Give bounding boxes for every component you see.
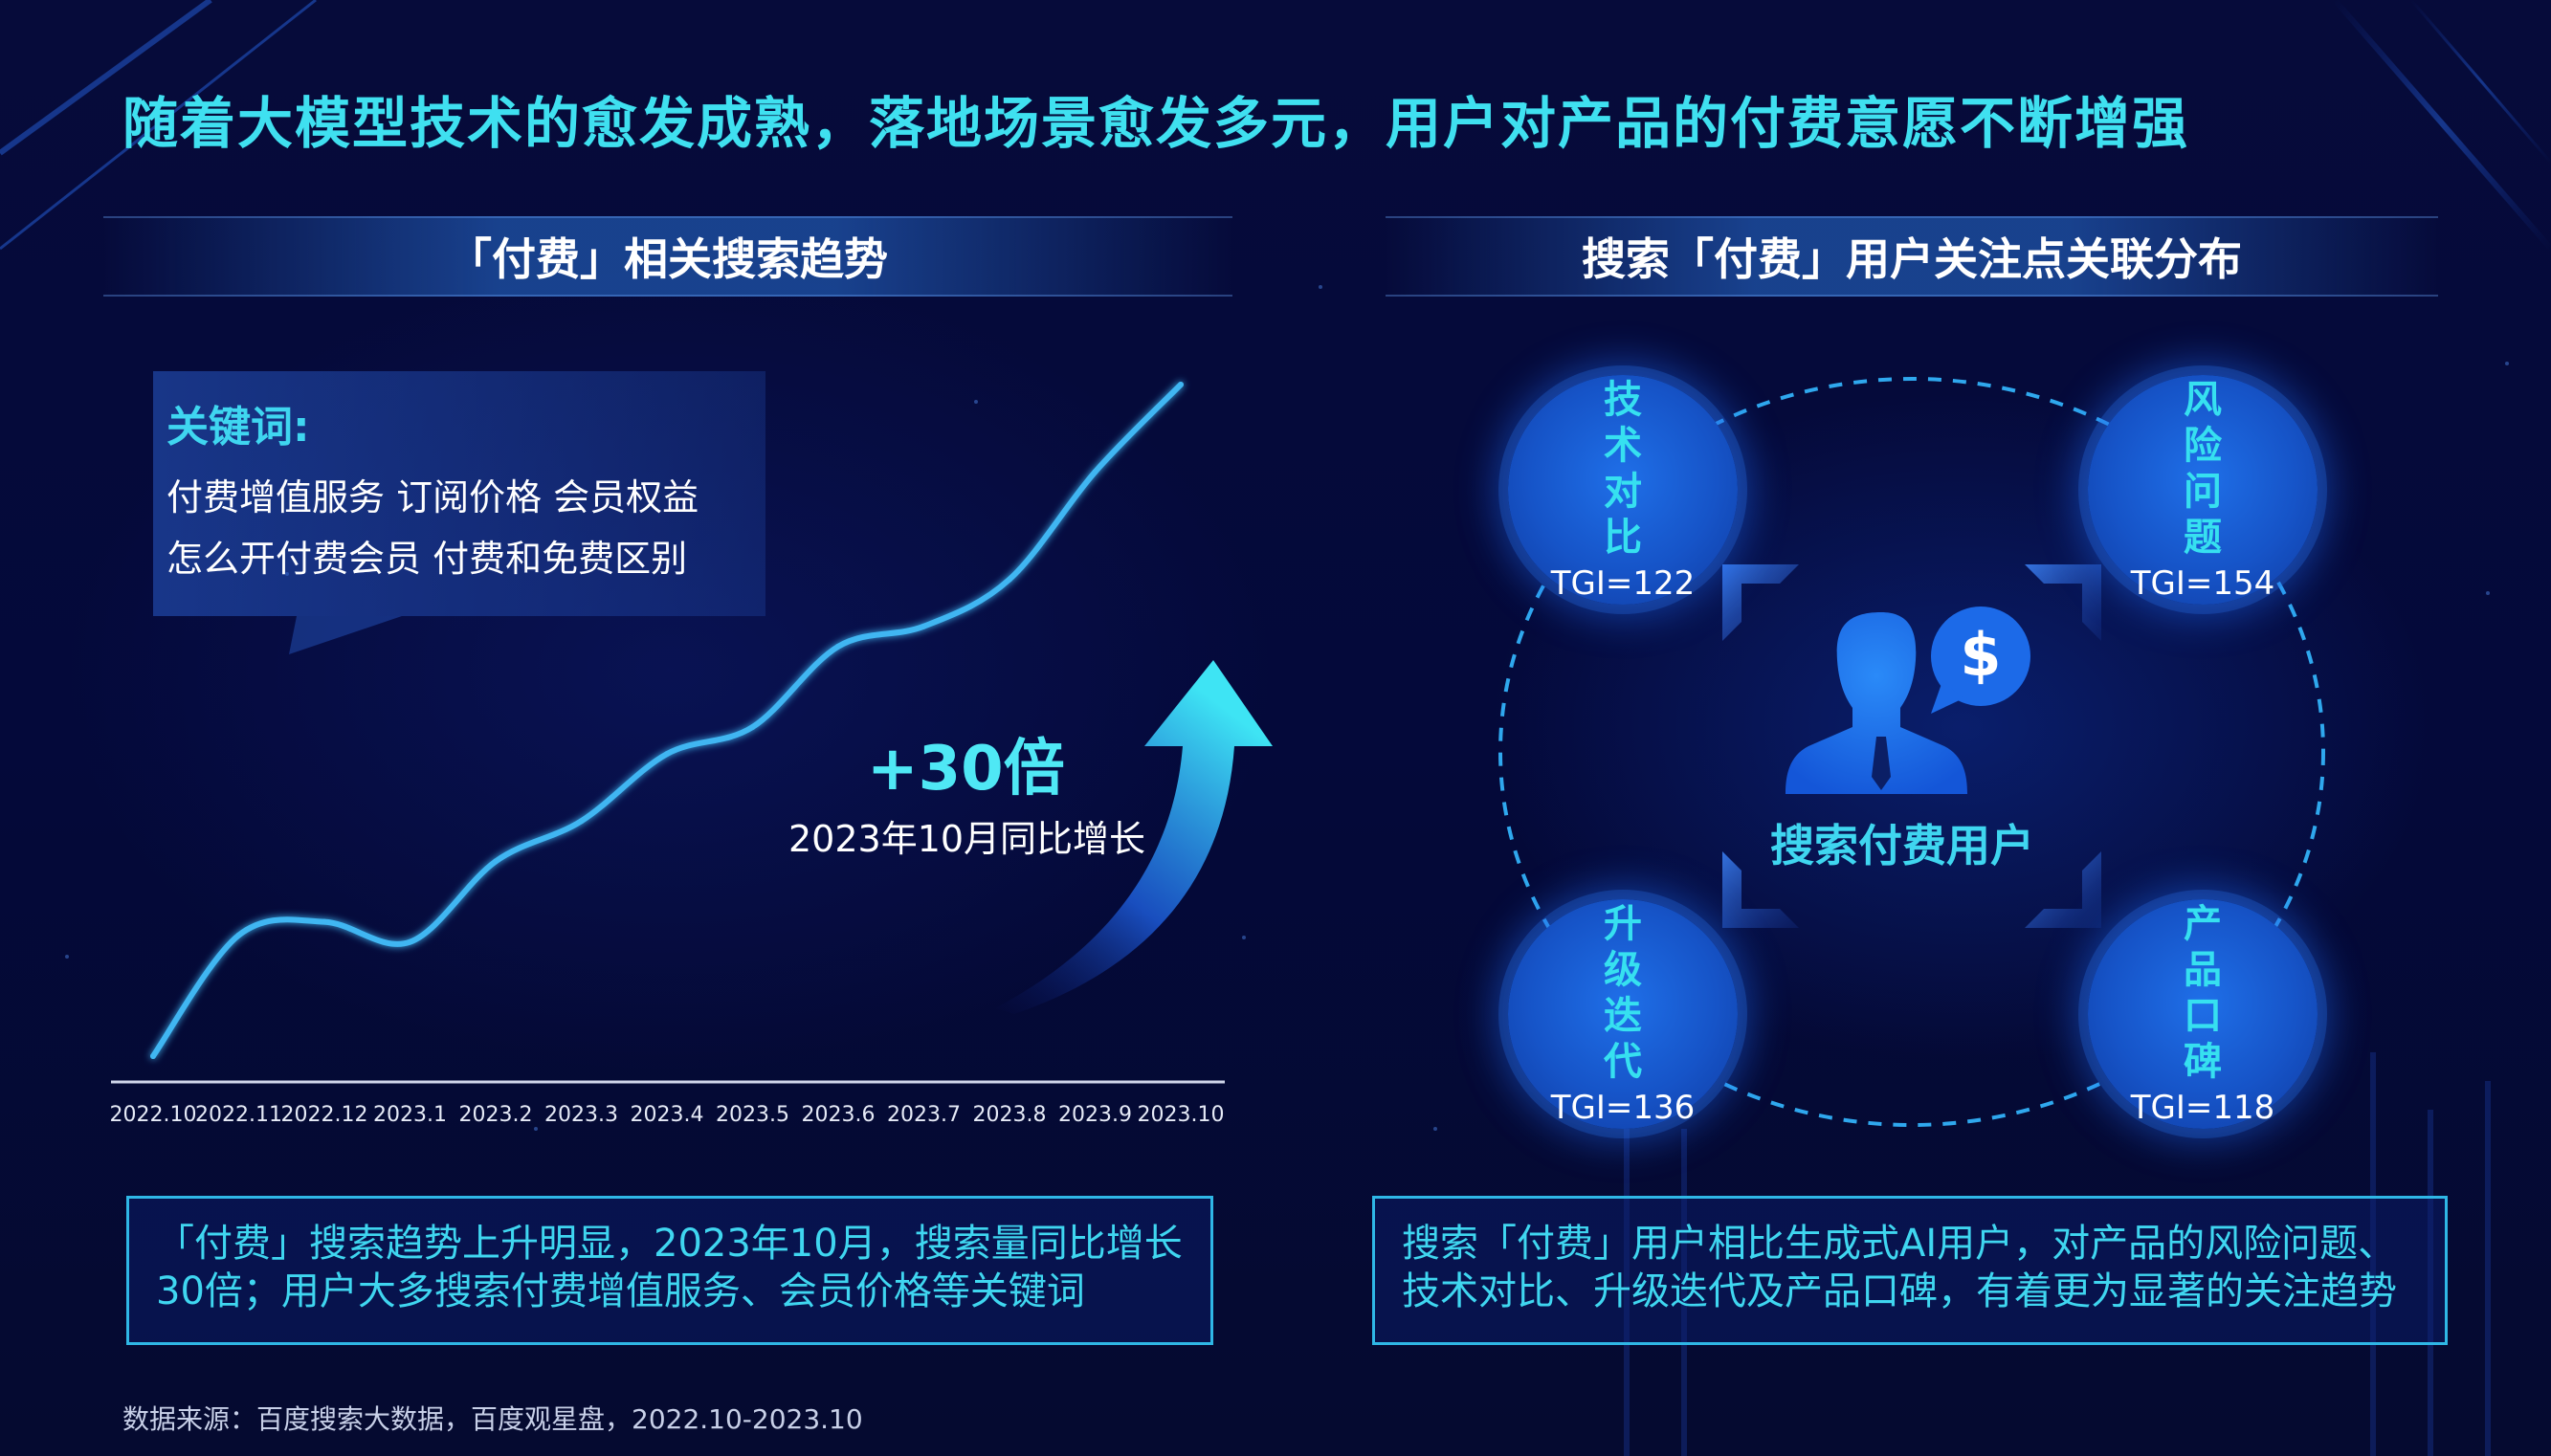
node-product-reputation: 产品口碑 TGI=118 (2088, 899, 2318, 1129)
center-user-label: 搜索付费用户 (1770, 820, 2034, 871)
node-title: 风险问题 (2184, 378, 2239, 560)
node-tgi: TGI=118 (2130, 1089, 2275, 1127)
node-title: 产品口碑 (2184, 902, 2239, 1084)
data-point-2023.5 (749, 724, 756, 731)
node-tgi: TGI=136 (1550, 1089, 1696, 1127)
up-curved-arrow-icon (995, 660, 1273, 1014)
keywords-callout: 关键词: 付费增值服务 订阅价格 会员权益 怎么开付费会员 付费和免费区别 (153, 371, 765, 616)
x-tick-label: 2023.5 (716, 1103, 789, 1127)
x-tick-label: 2023.9 (1058, 1103, 1132, 1127)
x-tick-label: 2023.7 (887, 1103, 961, 1127)
node-title: 升级迭代 (1604, 902, 1659, 1084)
node-upgrade-iteration: 升级迭代 TGI=136 (1508, 899, 1738, 1129)
data-point-2023.6 (835, 643, 841, 650)
page-title: 随着大模型技术的愈发成熟，落地场景愈发多元，用户对产品的付费意愿不断增强 (122, 91, 2190, 156)
node-title: 技术对比 (1604, 378, 1659, 560)
data-point-2022.10 (150, 1053, 156, 1059)
x-tick-label: 2023.6 (802, 1103, 876, 1127)
trend-section-header: 「付费」相关搜索趋势 (103, 216, 1232, 297)
node-risk-issue: 风险问题 TGI=154 (2088, 375, 2318, 605)
x-tick-label: 2023.2 (459, 1103, 533, 1127)
x-tick-label: 2023.8 (973, 1103, 1047, 1127)
data-point-2023.4 (664, 751, 670, 758)
data-point-2023.9 (1092, 469, 1098, 475)
x-tick-label: 2023.10 (1138, 1103, 1225, 1127)
data-point-2023.8 (1007, 576, 1012, 583)
growth-label: 2023年10月同比增长 (788, 818, 1146, 860)
x-tick-label: 2022.11 (195, 1103, 282, 1127)
distribution-summary-box: 搜索「付费」用户相比生成式AI用户，对产品的风险问题、技术对比、升级迭代及产品口… (1372, 1196, 2448, 1345)
x-tick-label: 2022.12 (281, 1103, 368, 1127)
data-point-2023.7 (921, 623, 927, 629)
x-tick-label: 2023.4 (631, 1103, 704, 1127)
keywords-line-1: 付费增值服务 订阅价格 会员权益 (166, 476, 699, 518)
data-point-2023.1 (407, 938, 413, 945)
data-point-2023.3 (578, 818, 585, 825)
data-point-2022.12 (322, 918, 327, 925)
keywords-label: 关键词: (166, 403, 310, 452)
trend-summary-box: 「付费」搜索趋势上升明显，2023年10月，搜索量同比增长30倍；用户大多搜索付… (126, 1196, 1213, 1345)
callout-tail (289, 616, 402, 654)
node-tgi: TGI=154 (2130, 564, 2275, 603)
connection-ring (1498, 377, 2325, 1127)
x-tick-label: 2022.10 (110, 1103, 197, 1127)
x-tick-label: 2023.3 (544, 1103, 618, 1127)
data-source-note: 数据来源：百度搜索大数据，百度观星盘，2022.10-2023.10 (122, 1403, 863, 1435)
growth-value: +30倍 (867, 734, 1065, 805)
data-point-2023.2 (493, 858, 499, 865)
data-point-2023.10 (1178, 382, 1184, 387)
distribution-section-header: 搜索「付费」用户关注点关联分布 (1386, 216, 2438, 297)
keywords-line-2: 怎么开付费会员 付费和免费区别 (166, 538, 688, 580)
user-dollar-icon: $ (1786, 607, 2030, 794)
center-bracket-frame (1722, 564, 2101, 928)
node-tgi: TGI=122 (1550, 564, 1696, 603)
x-tick-label: 2023.1 (373, 1103, 447, 1127)
node-tech-compare: 技术对比 TGI=122 (1508, 375, 1738, 605)
svg-text:$: $ (1960, 620, 2001, 690)
data-point-2022.11 (235, 932, 242, 938)
